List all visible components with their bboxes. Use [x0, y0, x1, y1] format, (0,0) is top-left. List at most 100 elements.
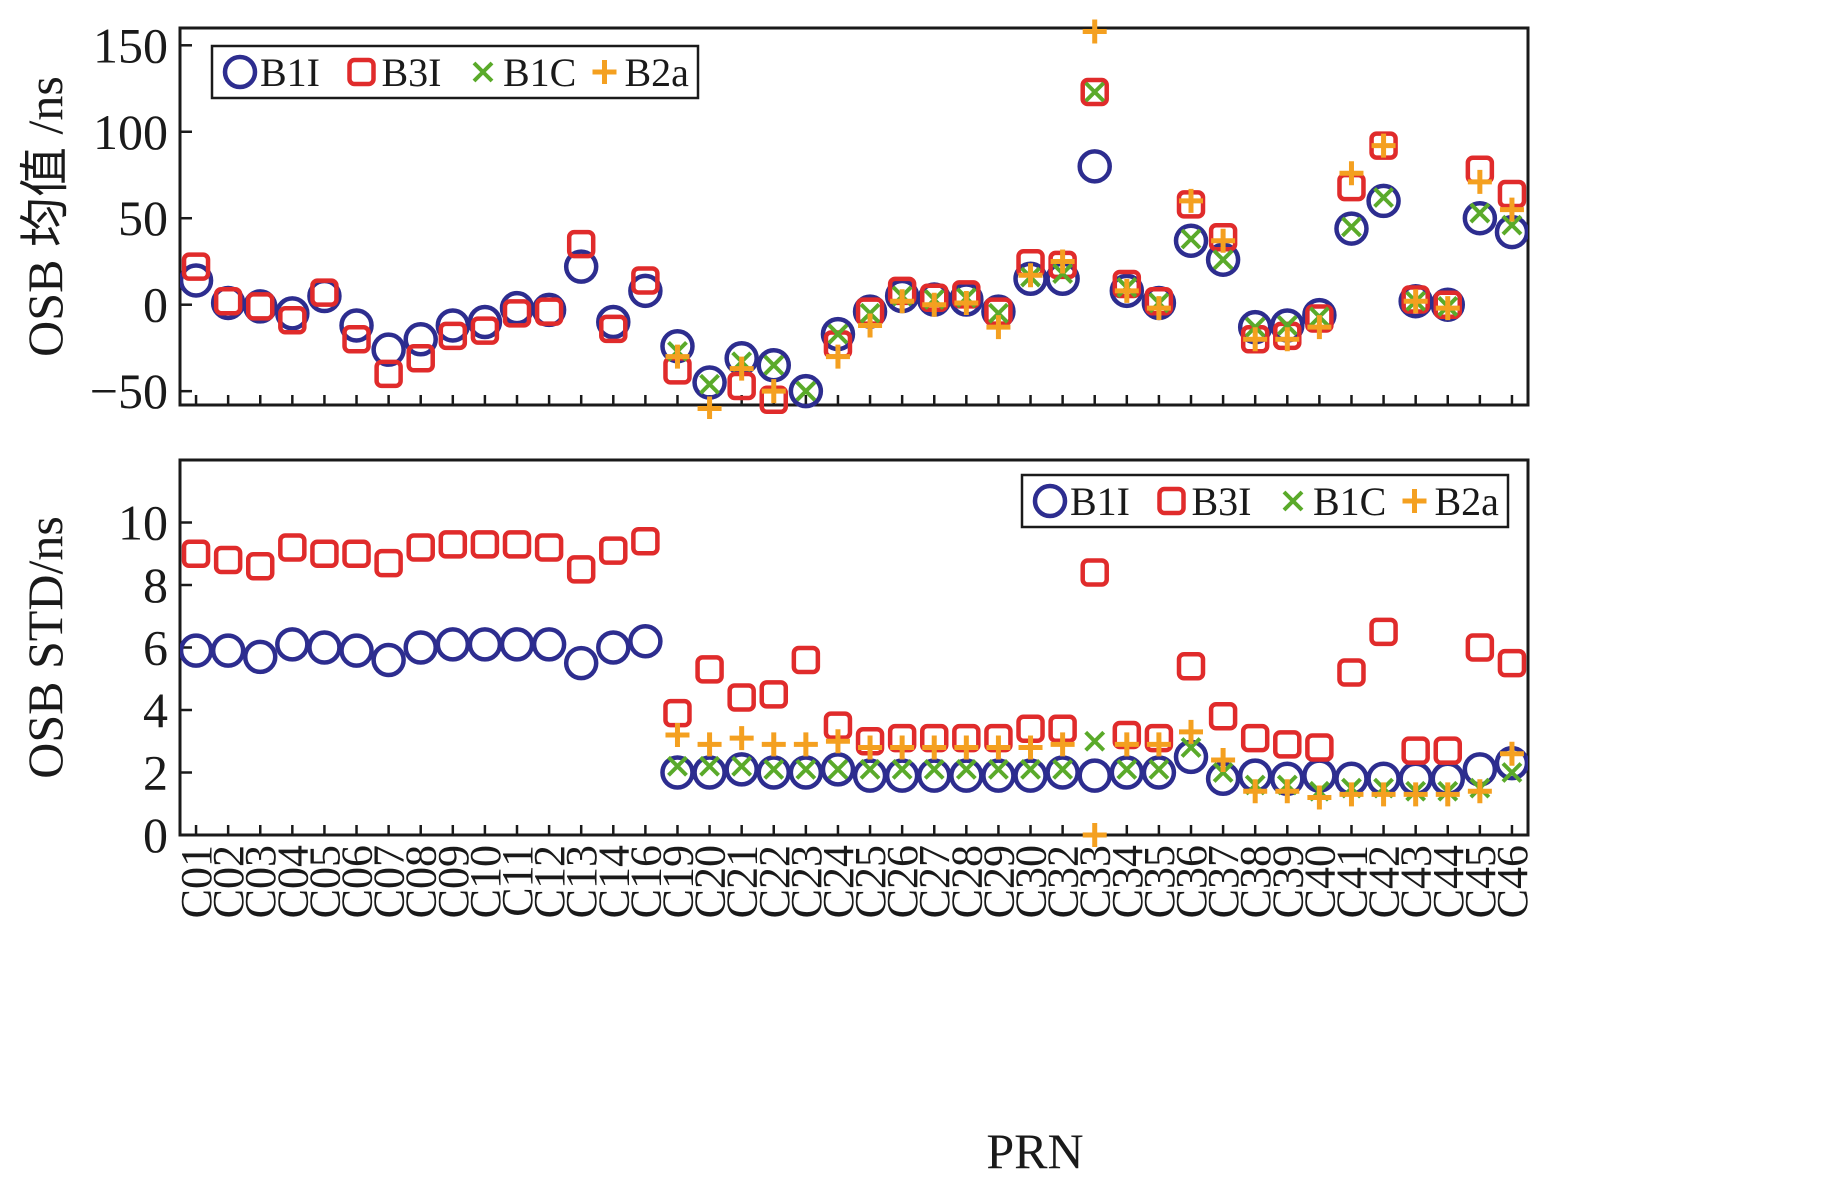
- legend-label-b3i: B3I: [1192, 479, 1252, 524]
- point-b2a-c33: [1082, 823, 1107, 847]
- point-b1i-c03: [242, 289, 278, 324]
- point-b2a-c29: [986, 735, 1011, 760]
- point-b3i-c03: [245, 292, 275, 321]
- point-b3i-c01: [181, 252, 211, 281]
- point-b1i-c23: [788, 755, 824, 790]
- x-tick-label: C43: [1392, 845, 1441, 918]
- point-b3i-c13: [566, 555, 596, 584]
- point-b3i-c08: [406, 344, 435, 373]
- point-b1c-c36: [1180, 228, 1202, 250]
- point-b2a-c26: [890, 289, 915, 314]
- point-b3i-c37: [1208, 702, 1238, 731]
- point-b3i-c05: [310, 278, 339, 307]
- x-tick-label: C26: [878, 845, 927, 918]
- point-b3i-c12: [534, 297, 564, 326]
- point-b3i-c46: [1497, 648, 1527, 678]
- x-tick-label: C06: [333, 845, 382, 918]
- point-b2a-c45: [1467, 779, 1492, 804]
- point-b3i-c20: [695, 655, 724, 684]
- point-b1c-c32: [1052, 263, 1074, 284]
- x-tick-label: C07: [365, 845, 414, 918]
- point-b2a-c41: [1339, 161, 1364, 186]
- x-tick-label: C35: [1135, 845, 1184, 918]
- x-tick-label: C02: [204, 845, 253, 918]
- point-b1i-c24: [820, 752, 856, 787]
- point-b2a-c43: [1403, 289, 1428, 314]
- point-b1c-c19: [667, 755, 688, 777]
- point-b1i-c12: [531, 627, 567, 662]
- point-b3i-c22: [759, 680, 789, 709]
- point-b3i-c11: [502, 299, 532, 328]
- point-b1c-c21: [731, 755, 753, 777]
- point-b3i-c04: [278, 306, 307, 335]
- x-tick-label: C21: [718, 845, 767, 918]
- point-b1i-c35: [1141, 755, 1177, 790]
- y-tick-label: 50: [118, 190, 168, 246]
- point-b2a-c43: [1403, 782, 1428, 807]
- point-b2a-c37: [1211, 228, 1236, 253]
- point-b3i-c12: [534, 533, 564, 562]
- legend-label-b1i: B1I: [260, 50, 320, 95]
- legend-box: [1020, 473, 1510, 529]
- point-b1c-c24: [827, 758, 849, 780]
- point-b1c-c25: [859, 302, 881, 324]
- point-b1i-c04: [275, 296, 310, 331]
- point-b2a-c24: [825, 729, 850, 754]
- x-tick-label: C39: [1263, 845, 1312, 918]
- point-b1c-c36: [1180, 737, 1202, 758]
- point-b2a-c36: [1179, 719, 1203, 744]
- point-b1i-c13: [563, 645, 599, 681]
- point-b3i-c09: [438, 321, 468, 351]
- point-b2a-c21: [729, 356, 754, 381]
- point-b1i-c26: [884, 758, 920, 793]
- y-tick-label: 6: [143, 620, 168, 676]
- point-b1c-c24: [827, 323, 849, 345]
- legend-marker-b2a: [592, 60, 617, 84]
- legend-marker-b3i: [347, 57, 376, 87]
- x-tick-label: C42: [1360, 845, 1409, 918]
- point-b1i-c02: [210, 633, 246, 668]
- point-b3i-c21: [727, 683, 756, 712]
- point-b1i-c36: [1173, 223, 1209, 258]
- point-b1i-c29: [981, 758, 1016, 793]
- point-b2a-c40: [1307, 315, 1332, 340]
- point-b3i-c11: [502, 530, 532, 559]
- point-b1c-c46: [1501, 762, 1523, 783]
- point-b1i-c28: [949, 758, 984, 793]
- point-b3i-c10: [470, 316, 500, 345]
- point-b1c-c29: [988, 758, 1009, 780]
- y-tick-label: 2: [143, 745, 168, 801]
- legend: B1I B3I B1C B2a: [210, 44, 700, 100]
- x-tick-label: C27: [910, 845, 959, 918]
- x-tick-label: C04: [268, 845, 317, 918]
- x-tick-label: C13: [557, 845, 606, 918]
- point-b1i-c34: [1109, 755, 1145, 790]
- point-b2a-c30: [1018, 263, 1043, 288]
- x-tick-label: C45: [1456, 845, 1505, 918]
- x-tick-label: C22: [750, 845, 799, 918]
- point-b1c-c23: [795, 758, 817, 780]
- legend-marker-b2a: [1402, 489, 1427, 513]
- point-b1c-c32: [1052, 758, 1074, 780]
- point-b3i-c01: [181, 539, 211, 568]
- point-b1i-c16: [628, 273, 663, 309]
- point-b3i-c02: [213, 286, 243, 316]
- point-b3i-c42: [1369, 617, 1398, 647]
- point-b2a-c38: [1243, 327, 1268, 352]
- point-b3i-c40: [1305, 733, 1334, 762]
- point-b3i-c09: [438, 530, 468, 559]
- x-tick-label: C38: [1231, 845, 1280, 918]
- point-b2a-c22: [761, 379, 786, 404]
- point-b2a-c21: [729, 726, 754, 751]
- x-tick-label: C44: [1424, 845, 1473, 918]
- bottom-panel-std: 0 2 4 6 8 10 C01C02C03C04C05C06C07C08C09C10C11…: [17, 458, 1537, 918]
- point-b1i-c20: [692, 755, 727, 790]
- point-b1i-c10: [467, 627, 503, 662]
- point-b3i-c41: [1337, 658, 1366, 687]
- legend-label-b1i: B1I: [1070, 479, 1130, 524]
- point-b2a-c20: [697, 732, 722, 757]
- legend-marker-b1i: [1032, 483, 1068, 519]
- point-b2a-c26: [890, 735, 915, 760]
- x-tick-label: C09: [429, 845, 478, 918]
- plot-frame: [178, 26, 1530, 407]
